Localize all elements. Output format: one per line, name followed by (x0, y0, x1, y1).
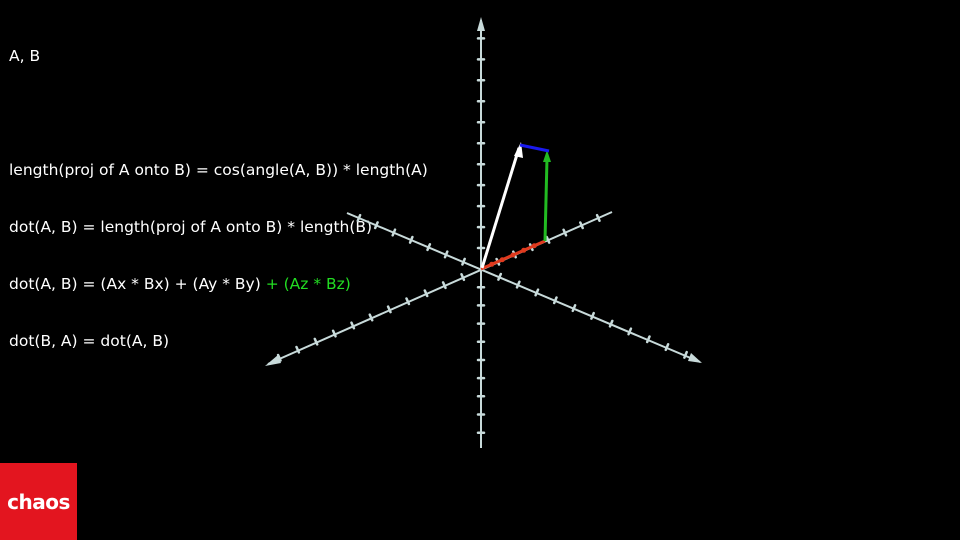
axis-tick-diag-right-down (552, 296, 558, 305)
projection-tick (510, 252, 516, 258)
axis-tick-diag-left-down (386, 305, 392, 314)
axes-group (265, 17, 702, 448)
axis-tick-diag-left-down (331, 329, 337, 338)
axis-tick-diag-right-up (426, 243, 432, 252)
axis-diagonal-right-arrowhead (688, 353, 702, 363)
axis-tick-diag-left-up (579, 221, 584, 230)
axis-tick-diag-left-down (350, 321, 356, 330)
axis-tick-diag-right-down (534, 288, 540, 297)
axis-tick-diag-left-down (405, 297, 411, 306)
axis-tick-diag-left-up (562, 228, 568, 237)
axis-diagonal-left-arrowhead (265, 355, 281, 366)
component-y-vector (543, 157, 549, 242)
projection-tick (531, 243, 537, 249)
logo-text: chaos (7, 489, 70, 514)
axis-tick-diag-left-down (368, 313, 374, 322)
projection-tick (499, 257, 505, 263)
axis-tick-diag-right-down (664, 343, 670, 352)
axis-vertical-arrowhead (477, 17, 485, 31)
axis-tick-diag-right-down (683, 350, 688, 359)
formula-dot-projection: dot(A, B) = length(proj of A onto B) * l… (9, 218, 373, 236)
axis-tick-diag-left-down (295, 345, 301, 354)
axis-tick-diag-left-up (595, 213, 601, 222)
axis-tick-diag-left-down (313, 337, 319, 346)
vector-a (480, 147, 521, 269)
axis-tick-diag-right-down (608, 319, 614, 328)
projection-tick (489, 261, 495, 267)
axis-tick-diag-right-up (408, 235, 414, 244)
axis-diagonal-left (267, 211, 613, 365)
axis-tick-diag-left-down (276, 353, 282, 362)
axis-tick-diag-right-up (391, 228, 397, 237)
chaos-logo: chaos (0, 463, 77, 540)
axis-tick-diag-right-up (443, 250, 449, 259)
formula-dot-commutative: dot(B, A) = dot(A, B) (9, 332, 170, 350)
axis-tick-diag-right-down (571, 304, 577, 313)
axis-tick-diag-left-down (441, 281, 447, 290)
axis-tick-diag-right-down (590, 311, 595, 320)
axis-tick-diag-right-up (373, 221, 379, 230)
axis-tick-diag-left-up (545, 235, 551, 244)
component-z-vector (519, 143, 550, 153)
formula-projection-length: length(proj of A onto B) = cos(angle(A, … (9, 161, 428, 179)
title-text: A, B (9, 47, 41, 65)
axis-tick-diag-right-up (356, 213, 362, 222)
formula-dot-components-z-term: + (Az * Bz) (260, 275, 351, 293)
axis-tick-diag-left-down (460, 273, 466, 282)
axis-diagonal-right (346, 212, 701, 363)
axis-tick-diag-right-down (515, 280, 521, 289)
formula-panel: A, B length(proj of A onto B) = cos(angl… (9, 9, 428, 370)
projection-dots-group (489, 243, 537, 267)
axis-tick-diag-left-down (423, 289, 429, 298)
component-y-arrowhead (543, 150, 551, 162)
axis-tick-diag-right-down (627, 327, 633, 336)
formula-dot-components-main: dot(A, B) = (Ax * Bx) + (Ay * By) (9, 275, 261, 293)
axis-tick-diag-right-down (497, 272, 503, 281)
axis-tick-diag-right-up (461, 257, 466, 266)
projection-tick (521, 247, 527, 253)
axis-tick-diag-right-down (645, 335, 651, 344)
formula-dot-components: dot(A, B) = (Ax * Bx) + (Ay * By) + (Az … (9, 275, 428, 294)
axis-ticks-group (276, 37, 688, 434)
